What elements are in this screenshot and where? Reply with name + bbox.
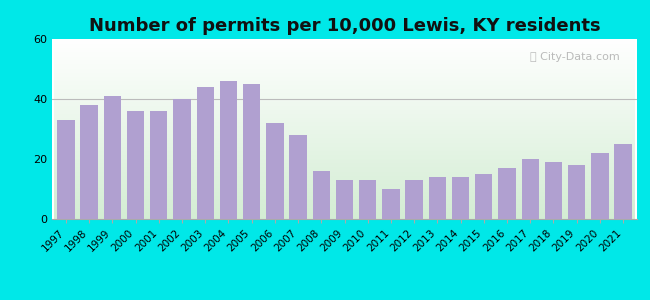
Bar <box>127 111 144 219</box>
Bar <box>81 105 98 219</box>
Bar <box>406 180 423 219</box>
Bar <box>382 189 400 219</box>
Bar <box>499 168 515 219</box>
Bar <box>568 165 586 219</box>
Bar <box>359 180 376 219</box>
Bar <box>475 174 493 219</box>
Bar <box>545 162 562 219</box>
Bar <box>266 123 283 219</box>
Bar <box>220 81 237 219</box>
Bar <box>196 87 214 219</box>
Bar <box>428 177 446 219</box>
Bar <box>614 144 632 219</box>
Bar <box>591 153 608 219</box>
Text: ⓘ City-Data.com: ⓘ City-Data.com <box>530 52 619 61</box>
Bar <box>336 180 353 219</box>
Bar <box>174 99 190 219</box>
Title: Number of permits per 10,000 Lewis, KY residents: Number of permits per 10,000 Lewis, KY r… <box>88 17 601 35</box>
Bar <box>57 120 75 219</box>
Bar <box>289 135 307 219</box>
Bar <box>452 177 469 219</box>
Bar <box>103 96 121 219</box>
Bar <box>521 159 539 219</box>
Bar <box>150 111 168 219</box>
Bar <box>313 171 330 219</box>
Bar <box>243 84 261 219</box>
